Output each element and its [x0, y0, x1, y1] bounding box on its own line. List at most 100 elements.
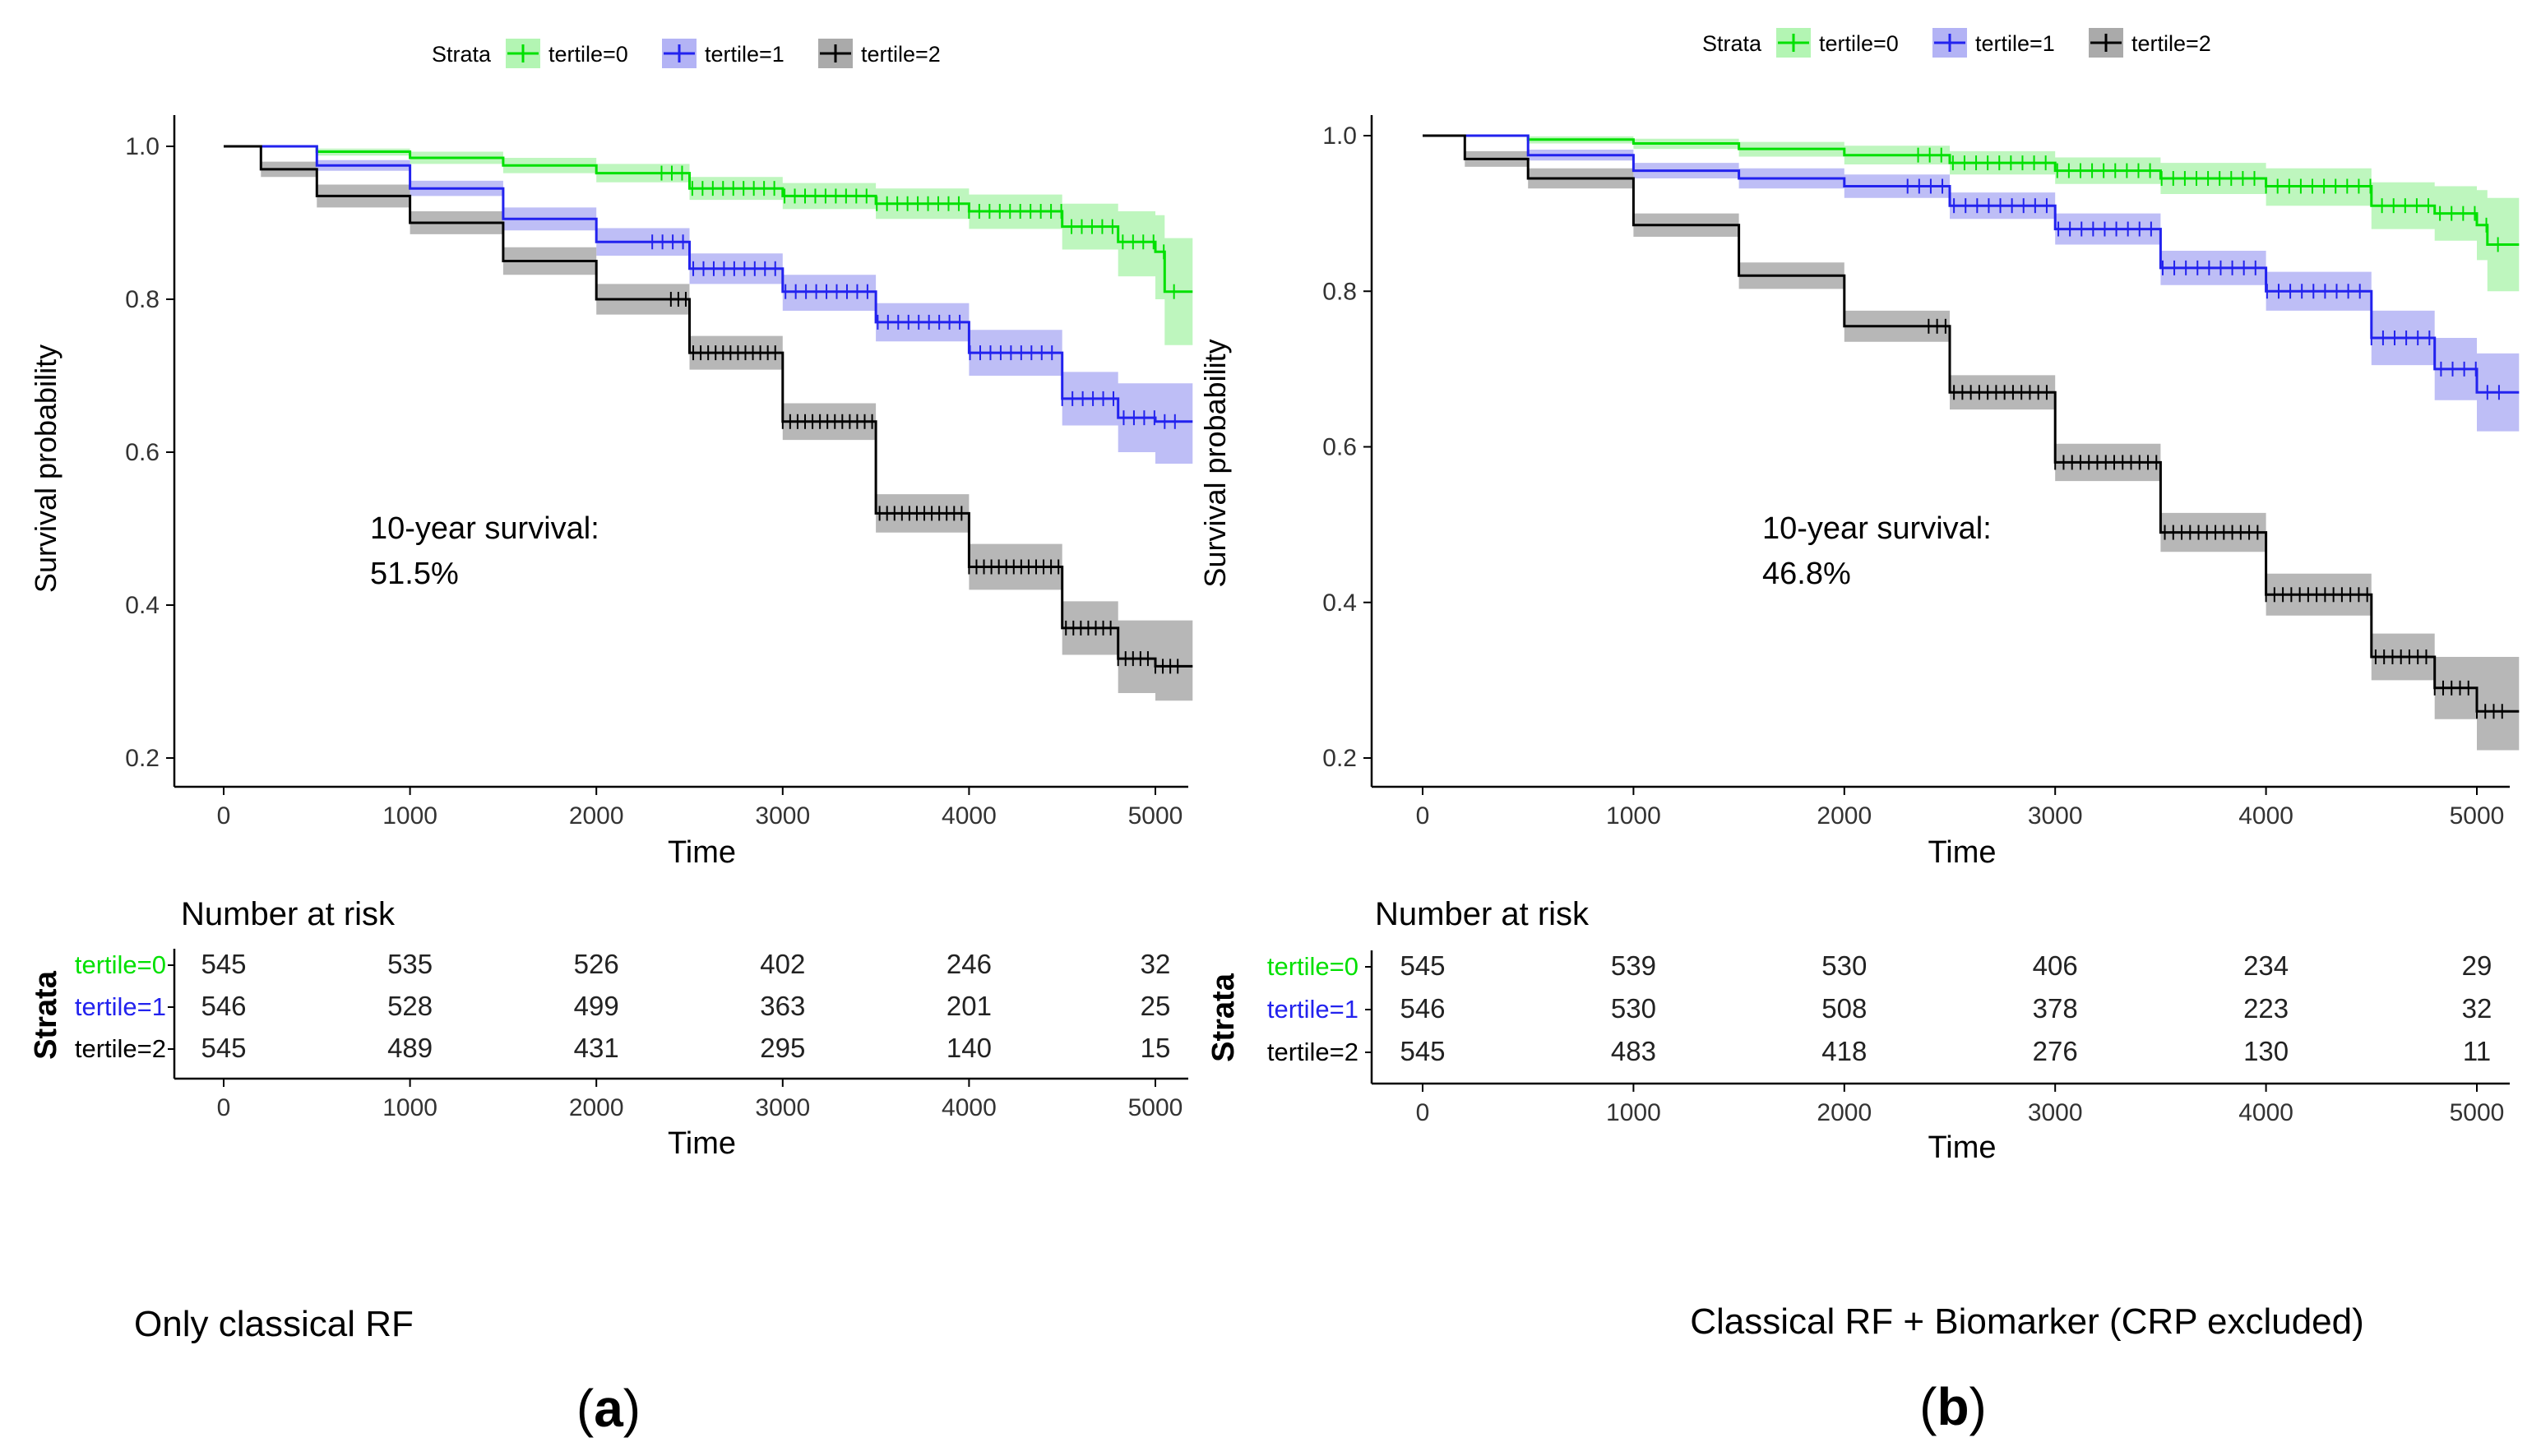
legend-label: tertile=2 [2131, 31, 2211, 56]
risk-count: 11 [2463, 1036, 2491, 1066]
risk-count: 378 [2033, 993, 2078, 1024]
y-tick-label: 1.0 [125, 133, 160, 160]
censor-marks-tertile-1 [651, 234, 1176, 429]
risk-count: 546 [1400, 993, 1445, 1024]
survival-line-tertile-0 [224, 145, 1193, 294]
risk-x-tick-label: 0 [217, 1094, 231, 1121]
risk-count: 29 [2462, 950, 2492, 981]
ci-band-tertile-2 [224, 146, 1193, 701]
x-tick-label: 2000 [1817, 802, 1872, 830]
risk-count: 246 [947, 949, 992, 979]
censor-marks-tertile-2 [1928, 318, 2503, 719]
risk-row-label: tertile=1 [1267, 995, 1358, 1024]
risk-row-label: tertile=0 [1267, 952, 1358, 981]
risk-count: 545 [1400, 1036, 1445, 1066]
legend: Strata tertile=0 tertile=1 tertile=2 [432, 39, 941, 68]
censor-marks-tertile-2 [669, 292, 1179, 674]
risk-count: 530 [1821, 950, 1867, 981]
y-axis-title: Survival probability [1198, 339, 1232, 587]
risk-table: Number at risk tertile=0 545 535 526 402 246 32… [29, 896, 1188, 1161]
risk-table: Number at risk tertile=0 545 539 530 406 234 29… [1206, 896, 2510, 1165]
survival-line-tertile-1 [224, 145, 1193, 423]
risk-count: 535 [387, 949, 433, 979]
legend-label: tertile=0 [548, 42, 628, 67]
y-tick-label: 0.8 [125, 286, 160, 313]
panel-label-letter: a [594, 1379, 623, 1438]
panel-label: (a) [576, 1379, 641, 1438]
risk-count: 25 [1141, 991, 1171, 1021]
risk-x-tick-label: 1000 [382, 1094, 437, 1121]
annotation-line2: 51.5% [370, 557, 459, 591]
risk-count: 545 [201, 1033, 246, 1063]
x-axis-title: Time [1928, 835, 1996, 870]
risk-count: 140 [947, 1033, 992, 1063]
legend-item-tertile-1: tertile=1 [662, 39, 785, 68]
legend: Strata tertile=0 tertile=1 tertile=2 [1702, 28, 2211, 58]
risk-count: 15 [1141, 1033, 1171, 1063]
y-tick-label: 0.4 [125, 592, 160, 619]
risk-x-tick-label: 5000 [2450, 1099, 2505, 1126]
y-tick-label: 0.2 [125, 745, 160, 772]
risk-count: 201 [947, 991, 992, 1021]
x-tick-label: 3000 [2028, 802, 2083, 830]
figure-caption: Only classical RF [134, 1304, 414, 1344]
x-tick-label: 4000 [2238, 802, 2293, 830]
survival-line-tertile-0 [1423, 134, 2520, 246]
risk-x-axis-title: Time [668, 1126, 736, 1161]
x-tick-label: 1000 [1606, 802, 1661, 830]
risk-count: 508 [1821, 993, 1867, 1024]
risk-table-title: Number at risk [181, 896, 396, 932]
x-tick-label: 0 [1416, 802, 1430, 830]
risk-y-axis-title: Strata [29, 970, 63, 1060]
legend-label: tertile=1 [1975, 31, 2055, 56]
legend-label: tertile=1 [705, 42, 785, 67]
risk-row-label: tertile=2 [1267, 1038, 1358, 1066]
risk-count: 489 [387, 1033, 433, 1063]
panel-label-paren: ( [1919, 1377, 1937, 1436]
x-tick-label: 0 [217, 802, 231, 830]
risk-count: 431 [574, 1033, 619, 1063]
legend-label: tertile=2 [861, 42, 941, 67]
panel-label-paren: ( [576, 1379, 594, 1438]
figure-caption: Classical RF + Biomarker (CRP excluded) [1690, 1301, 2364, 1342]
legend-label: tertile=0 [1819, 31, 1899, 56]
y-tick-label: 0.4 [1322, 589, 1357, 617]
risk-x-tick-label: 4000 [942, 1094, 997, 1121]
annotation-line2: 46.8% [1762, 557, 1851, 591]
km-panel-b: Strata tertile=0 tertile=1 tertile=2 0.2 0.4 0… [1198, 28, 2520, 1436]
survival-line-tertile-1 [1423, 134, 2520, 394]
panel-label-letter: b [1937, 1377, 1969, 1436]
survival-line-tertile-2 [224, 145, 1193, 668]
x-tick-label: 3000 [755, 802, 810, 830]
risk-x-tick-label: 5000 [1128, 1094, 1183, 1121]
legend-item-tertile-2: tertile=2 [2089, 28, 2211, 58]
risk-count: 418 [1821, 1036, 1867, 1066]
risk-count: 402 [760, 949, 805, 979]
legend-item-tertile-0: tertile=0 [1776, 28, 1899, 58]
risk-count: 32 [2462, 993, 2492, 1024]
survival-line-tertile-2 [1423, 134, 2520, 713]
panel-label-paren: ) [623, 1379, 641, 1438]
panel-label-paren: ) [1969, 1377, 1987, 1436]
risk-count: 530 [1611, 993, 1656, 1024]
x-tick-label: 5000 [2450, 802, 2505, 830]
risk-count: 234 [2243, 950, 2289, 981]
risk-count: 539 [1611, 950, 1656, 981]
risk-count: 528 [387, 991, 433, 1021]
y-axis-title: Survival probability [29, 344, 62, 593]
y-tick-label: 0.6 [125, 439, 160, 466]
legend-item-tertile-2: tertile=2 [818, 39, 941, 68]
x-tick-label: 2000 [569, 802, 624, 830]
y-tick-label: 1.0 [1322, 122, 1357, 150]
ci-band-tertile-1 [1423, 136, 2520, 432]
x-tick-label: 4000 [942, 802, 997, 830]
legend-title: Strata [432, 42, 492, 67]
risk-x-tick-label: 4000 [2238, 1099, 2293, 1126]
risk-row-label: tertile=1 [75, 992, 166, 1021]
legend-title: Strata [1702, 31, 1762, 56]
risk-x-axis-title: Time [1928, 1130, 1996, 1165]
km-panel-a: Strata tertile=0 tertile=1 tertile=2 0.2 0.4 0… [29, 39, 1193, 1438]
risk-count: 130 [2243, 1036, 2289, 1066]
risk-row-label: tertile=0 [75, 950, 166, 979]
